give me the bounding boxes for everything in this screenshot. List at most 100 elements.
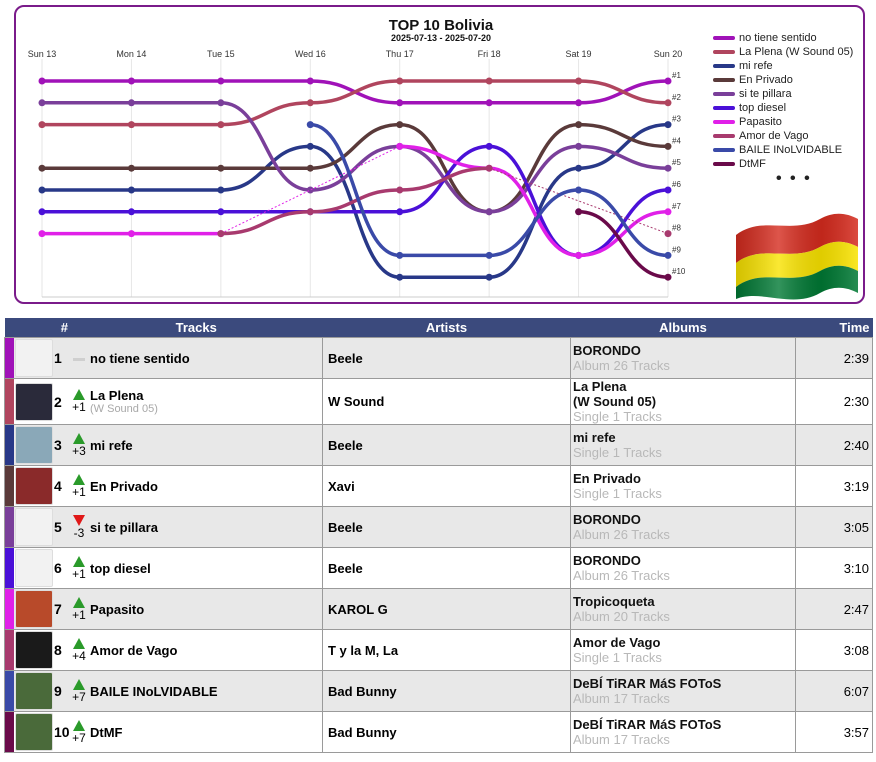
series-point xyxy=(396,77,404,85)
rank-label: #4 xyxy=(672,136,681,145)
artist[interactable]: T y la M, La xyxy=(322,629,571,671)
x-tick-label: Fri 18 xyxy=(478,49,501,59)
table-row[interactable]: 4 +1 En Privado Xavi En Privado Single 1 Trac… xyxy=(4,465,873,507)
series-point xyxy=(38,121,46,129)
row-color-bar xyxy=(4,378,14,425)
track-subtitle: (W Sound 05) xyxy=(90,403,158,415)
album-cell[interactable]: DeBÍ TiRAR MáS FOToS Album 17 Tracks xyxy=(570,670,796,712)
table-row[interactable]: 3 +3 mi refe Beele mi refe Single 1 Tracks 2:4… xyxy=(4,424,873,466)
rank-label: #7 xyxy=(672,202,681,211)
track-title[interactable]: si te pillara xyxy=(90,519,158,535)
album-cell[interactable]: BORONDO Album 26 Tracks xyxy=(570,337,796,379)
table-row[interactable]: 9 +7 BAILE INoLVIDABLE Bad Bunny DeBÍ TiRAR … xyxy=(4,670,873,712)
series-point xyxy=(575,164,583,172)
table-row[interactable]: 5 -3 si te pillara Beele BORONDO Album 26 Tra… xyxy=(4,506,873,548)
table-row[interactable]: 1 no tiene sentido Beele BORONDO Album 26 Tr… xyxy=(4,337,873,379)
legend-label: top diesel xyxy=(739,102,787,114)
album-cover[interactable] xyxy=(15,590,53,628)
album-cell[interactable]: DeBÍ TiRAR MáS FOToS Album 17 Tracks xyxy=(570,711,796,753)
rank-label: #10 xyxy=(672,267,686,276)
album-subtitle: Single 1 Tracks xyxy=(573,650,662,665)
album-cell[interactable]: BORONDO Album 26 Tracks xyxy=(570,506,796,548)
table-row[interactable]: 2 +1 La Plena (W Sound 05) W Sound La Plena (W… xyxy=(4,378,873,425)
series-point xyxy=(38,77,46,85)
album-subtitle: Single 1 Tracks xyxy=(573,445,662,460)
cover-cell xyxy=(14,670,54,712)
track-title[interactable]: Amor de Vago xyxy=(90,642,178,658)
rank-label: #3 xyxy=(672,115,681,124)
table-row[interactable]: 7 +1 Papasito KAROL G Tropicoqueta Album 20 T… xyxy=(4,588,873,630)
series-point xyxy=(664,77,672,85)
album-cell[interactable]: BORONDO Album 26 Tracks xyxy=(570,547,796,589)
album-title: DeBÍ TiRAR MáS FOToS xyxy=(573,676,722,691)
rank-label: #1 xyxy=(672,71,681,80)
rank: 2 xyxy=(54,378,70,425)
legend-item: Amor de Vago xyxy=(713,129,853,143)
artist[interactable]: Xavi xyxy=(322,465,571,507)
series-point xyxy=(396,99,404,107)
table-row[interactable]: 6 +1 top diesel Beele BORONDO Album 26 Tracks… xyxy=(4,547,873,589)
series-line xyxy=(40,79,670,127)
track-title[interactable]: top diesel xyxy=(90,560,151,576)
series-point xyxy=(217,186,225,194)
album-cell[interactable]: En Privado Single 1 Tracks xyxy=(570,465,796,507)
series-point xyxy=(485,142,493,150)
album-cover[interactable] xyxy=(15,631,53,669)
artist[interactable]: Beele xyxy=(322,337,571,379)
legend-swatch xyxy=(713,64,735,68)
series-point xyxy=(306,77,314,85)
x-tick-label: Thu 17 xyxy=(386,49,414,59)
artist[interactable]: Bad Bunny xyxy=(322,711,571,753)
legend-item: Papasito xyxy=(713,115,853,129)
artist[interactable]: Bad Bunny xyxy=(322,670,571,712)
album-cover[interactable] xyxy=(15,672,53,710)
track-title[interactable]: mi refe xyxy=(90,437,133,453)
table-row[interactable]: 10 +7 DtMF Bad Bunny DeBÍ TiRAR MáS FOToS Alb… xyxy=(4,711,873,753)
track-title[interactable]: BAILE INoLVIDABLE xyxy=(90,683,218,699)
artist[interactable]: Beele xyxy=(322,547,571,589)
x-tick-label: Sat 19 xyxy=(566,49,592,59)
album-title: Amor de Vago xyxy=(573,635,661,650)
album-cover[interactable] xyxy=(15,713,53,751)
row-color-bar xyxy=(4,670,14,712)
legend-swatch xyxy=(713,106,735,110)
album-cell[interactable]: mi refe Single 1 Tracks xyxy=(570,424,796,466)
legend-swatch xyxy=(713,36,735,40)
series-point xyxy=(306,186,314,194)
artist[interactable]: Beele xyxy=(322,424,571,466)
artist[interactable]: W Sound xyxy=(322,378,571,425)
rank: 1 xyxy=(54,337,70,379)
album-subtitle: Album 26 Tracks xyxy=(573,358,670,373)
series-point xyxy=(575,142,583,150)
rank: 3 xyxy=(54,424,70,466)
track-title[interactable]: En Privado xyxy=(90,478,158,494)
track-title[interactable]: La Plena xyxy=(90,388,144,403)
album-cover[interactable] xyxy=(15,549,53,587)
album-cell[interactable]: Amor de Vago Single 1 Tracks xyxy=(570,629,796,671)
track-title[interactable]: Papasito xyxy=(90,601,145,617)
rank-delta: +1 xyxy=(72,400,86,414)
series-point xyxy=(38,186,46,194)
track-title[interactable]: no tiene sentido xyxy=(90,350,190,366)
album-cover[interactable] xyxy=(15,339,53,377)
legend-label: BAILE INoLVIDABLE xyxy=(739,144,843,156)
album-cover[interactable] xyxy=(15,382,53,421)
series-point xyxy=(38,99,46,107)
album-cover[interactable] xyxy=(15,426,53,464)
artist[interactable]: Beele xyxy=(322,506,571,548)
legend-swatch xyxy=(713,134,735,138)
arrow-up-icon xyxy=(73,596,85,608)
album-cell[interactable]: Tropicoqueta Album 20 Tracks xyxy=(570,588,796,630)
album-cover[interactable] xyxy=(15,508,53,546)
table-row[interactable]: 8 +4 Amor de Vago T y la M, La Amor de Vago S… xyxy=(4,629,873,671)
album-cell[interactable]: La Plena (W Sound 05) Single 1 Tracks xyxy=(570,378,796,425)
track-title[interactable]: DtMF xyxy=(90,724,123,740)
rank-change: +1 xyxy=(70,596,88,622)
album-cover[interactable] xyxy=(15,467,53,505)
series-point xyxy=(127,77,135,85)
series-point xyxy=(575,208,583,216)
artist[interactable]: KAROL G xyxy=(322,588,571,630)
arrow-down-icon xyxy=(73,514,85,526)
album-title: DeBÍ TiRAR MáS FOToS xyxy=(573,717,722,732)
